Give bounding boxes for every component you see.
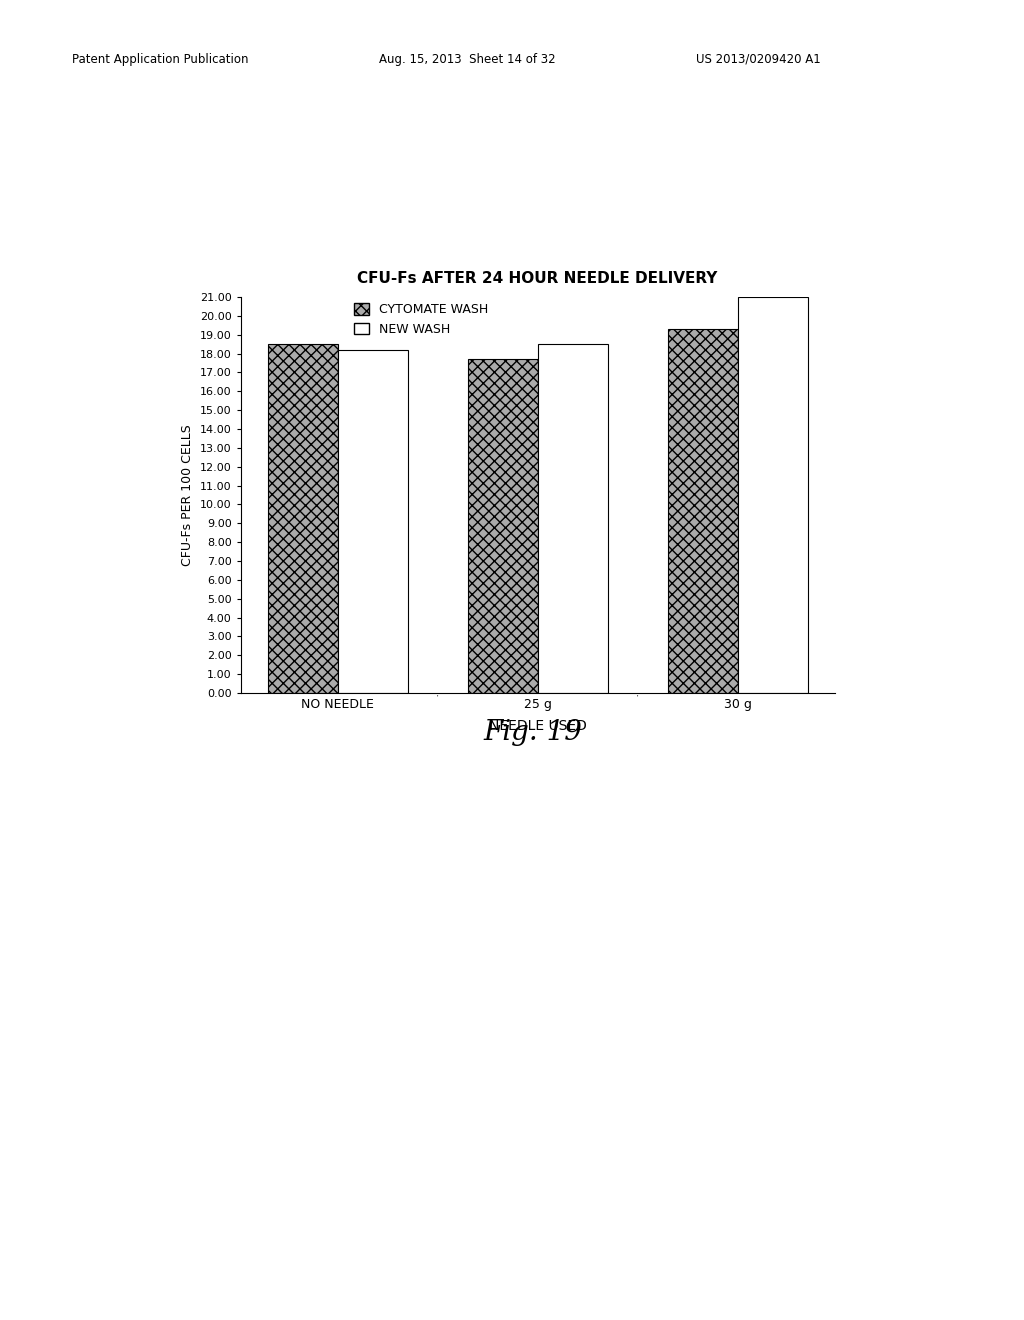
Title: CFU-Fs AFTER 24 HOUR NEEDLE DELIVERY: CFU-Fs AFTER 24 HOUR NEEDLE DELIVERY <box>357 271 718 286</box>
Text: US 2013/0209420 A1: US 2013/0209420 A1 <box>696 53 821 66</box>
Bar <box>737 297 808 693</box>
Text: Fig. 19: Fig. 19 <box>483 719 582 746</box>
Bar <box>267 345 338 693</box>
Legend: CYTOMATE WASH, NEW WASH: CYTOMATE WASH, NEW WASH <box>354 304 488 335</box>
Text: Aug. 15, 2013  Sheet 14 of 32: Aug. 15, 2013 Sheet 14 of 32 <box>379 53 555 66</box>
Text: Patent Application Publication: Patent Application Publication <box>72 53 248 66</box>
Bar <box>668 329 737 693</box>
Bar <box>338 350 408 693</box>
Y-axis label: CFU-Fs PER 100 CELLS: CFU-Fs PER 100 CELLS <box>181 424 195 566</box>
Bar <box>538 345 607 693</box>
Bar <box>468 359 538 693</box>
X-axis label: NEEDLE USED: NEEDLE USED <box>488 719 587 733</box>
